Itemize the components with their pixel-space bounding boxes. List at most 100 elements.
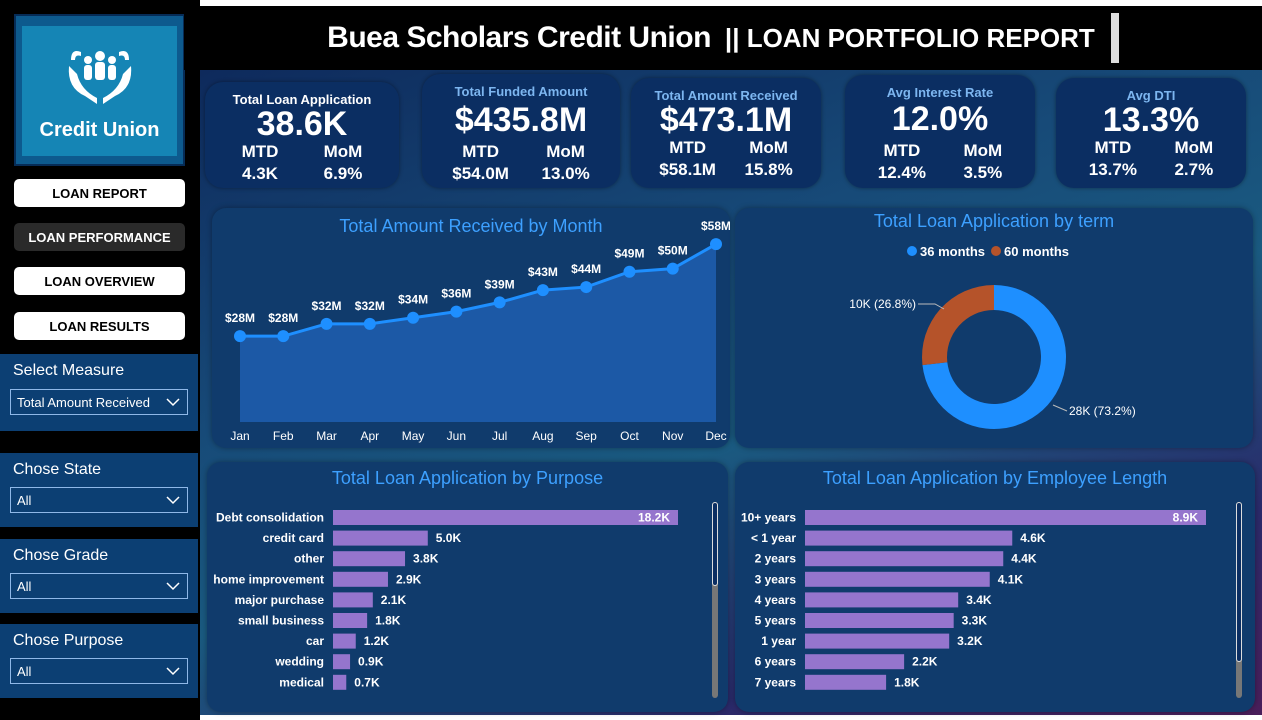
nav-loan-report-button[interactable]: LOAN REPORT xyxy=(14,179,185,207)
bar[interactable] xyxy=(333,551,406,567)
bar[interactable] xyxy=(805,654,905,670)
data-label: $28M xyxy=(268,311,298,325)
kpi-mtd-label: MTD xyxy=(669,138,707,157)
leader-line xyxy=(1052,404,1068,412)
amount-by-month-chart: $28M Jan $28M Feb $32M Mar $32M Apr $34M May $36M J… xyxy=(225,219,730,443)
kpi-total-loan-application: Total Loan Application 38.6K MTD 4.3K MoM… xyxy=(205,82,399,188)
x-tick-label: Jan xyxy=(230,429,249,443)
bar[interactable] xyxy=(805,613,954,628)
x-tick-label: Mar xyxy=(316,429,337,443)
bar[interactable] xyxy=(333,674,347,690)
bar[interactable] xyxy=(805,551,1004,567)
category-label: wedding xyxy=(274,655,324,669)
kpi-mom-label: MoM xyxy=(749,138,788,157)
kpi-mtd-value: 4.3K xyxy=(242,164,278,183)
data-label: 2.1K xyxy=(381,593,407,607)
kpi-title: Total Funded Amount xyxy=(454,84,588,99)
pie-slice[interactable] xyxy=(922,285,1066,429)
loan-by-emp-length-chart: 10+ years 8.9K < 1 year 4.6K 2 years 4.4K 3 ye… xyxy=(741,510,1206,690)
bar[interactable] xyxy=(333,613,368,628)
credit-union-logo: Credit Union xyxy=(14,14,185,166)
bar[interactable] xyxy=(805,510,1206,525)
category-label: 4 years xyxy=(755,593,797,607)
nav-loan-performance-button[interactable]: LOAN PERFORMANCE xyxy=(14,223,185,251)
report-title: || LOAN PORTFOLIO REPORT xyxy=(724,22,1095,53)
logo-text: Credit Union xyxy=(39,119,160,141)
nav-loan-results-button[interactable]: LOAN RESULTS xyxy=(14,312,185,340)
emp-length-scrollbar-thumb[interactable] xyxy=(1236,502,1242,662)
data-label: $44M xyxy=(571,262,601,276)
category-label: medical xyxy=(279,675,324,689)
bar[interactable] xyxy=(333,571,388,587)
x-tick-label: Sep xyxy=(576,429,598,443)
data-point[interactable] xyxy=(710,238,722,251)
kpi-mom-value: 3.5% xyxy=(963,163,1003,182)
emp-length-scrollbar[interactable] xyxy=(1236,502,1242,698)
data-point[interactable] xyxy=(363,317,376,330)
title-divider xyxy=(1110,13,1119,63)
bar[interactable] xyxy=(805,674,887,690)
kpi-mom-value: 13.0% xyxy=(541,164,590,183)
data-point[interactable] xyxy=(493,296,506,309)
kpi-total-amount-received: Total Amount Received $473.1M MTD $58.1M … xyxy=(631,78,821,188)
data-point[interactable] xyxy=(666,262,679,275)
hands-family-icon xyxy=(68,51,132,104)
bar[interactable] xyxy=(333,654,351,670)
category-label: car xyxy=(306,634,324,648)
legend-marker xyxy=(907,246,917,256)
kpi-mtd-label: MTD xyxy=(883,141,921,160)
data-point[interactable] xyxy=(234,330,246,343)
nav-loan-overview-button[interactable]: LOAN OVERVIEW xyxy=(14,267,185,295)
grade-filter: Chose Grade All xyxy=(0,539,198,613)
bar[interactable] xyxy=(333,592,373,608)
chevron-down-icon xyxy=(166,398,180,407)
bar[interactable] xyxy=(333,530,428,546)
data-point[interactable] xyxy=(277,330,290,343)
bar[interactable] xyxy=(805,571,990,587)
bar[interactable] xyxy=(805,592,959,608)
data-label: 3.3K xyxy=(962,614,988,628)
data-point[interactable] xyxy=(407,311,420,324)
category-label: 7 years xyxy=(755,675,797,689)
bar[interactable] xyxy=(805,633,950,649)
data-point[interactable] xyxy=(320,317,333,330)
grade-select[interactable]: All xyxy=(10,573,188,599)
kpi-mtd-label: MTD xyxy=(241,142,279,161)
data-label: 3.2K xyxy=(957,634,983,648)
kpi-value: 38.6K xyxy=(256,105,348,143)
data-point[interactable] xyxy=(580,281,593,294)
purpose-scrollbar[interactable] xyxy=(712,502,718,698)
state-filter-label: Chose State xyxy=(13,461,102,478)
data-label: 4.1K xyxy=(998,572,1024,586)
category-label: < 1 year xyxy=(751,531,796,545)
measure-filter-label: Select Measure xyxy=(13,362,125,379)
data-point[interactable] xyxy=(450,305,463,318)
measure-select[interactable]: Total Amount Received xyxy=(10,389,188,415)
category-label: 3 years xyxy=(755,572,797,586)
purpose-select[interactable]: All xyxy=(10,658,188,684)
kpi-mom-label: MoM xyxy=(546,142,585,161)
pie-slice[interactable] xyxy=(922,285,994,366)
kpi-mtd-value: $58.1M xyxy=(659,160,716,179)
grade-filter-label: Chose Grade xyxy=(13,547,109,564)
data-point[interactable] xyxy=(623,265,636,278)
x-tick-label: Jun xyxy=(447,429,466,443)
x-tick-label: Oct xyxy=(620,429,639,443)
data-label: 18.2K xyxy=(638,511,670,525)
kpi-mom-value: 2.7% xyxy=(1174,160,1214,179)
category-label: other xyxy=(294,552,324,566)
bar[interactable] xyxy=(805,530,1013,546)
category-label: small business xyxy=(238,614,324,628)
state-select[interactable]: All xyxy=(10,487,188,513)
kpi-mtd-label: MTD xyxy=(462,142,500,161)
data-label: $43M xyxy=(528,265,558,279)
data-point[interactable] xyxy=(536,284,549,297)
bar[interactable] xyxy=(333,633,356,649)
data-label: 1.8K xyxy=(375,614,401,628)
purpose-scrollbar-thumb[interactable] xyxy=(712,502,718,586)
x-tick-label: Apr xyxy=(360,429,379,443)
bar[interactable] xyxy=(333,510,678,525)
legend-marker xyxy=(991,246,1001,256)
kpi-title: Avg Interest Rate xyxy=(886,85,994,100)
category-label: Debt consolidation xyxy=(216,511,324,525)
